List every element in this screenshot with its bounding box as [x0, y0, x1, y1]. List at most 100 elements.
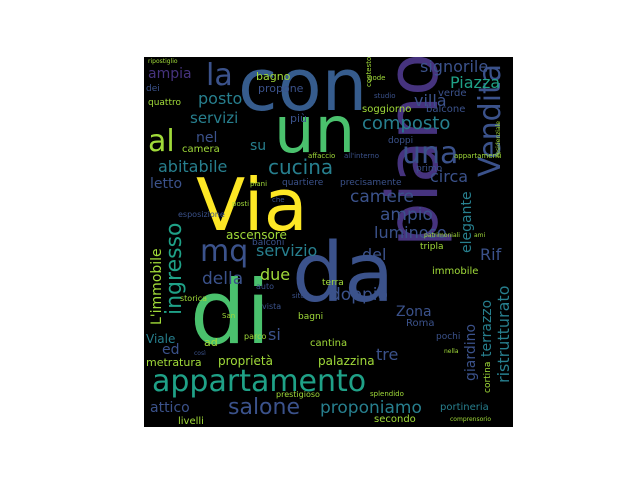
word-zona: Zona	[396, 304, 432, 320]
word-sito: sito	[292, 292, 305, 300]
word-piazza: Piazza	[450, 73, 501, 92]
word-nel: nel	[196, 130, 218, 146]
word-patrimoniali: patrimoniali	[424, 232, 460, 239]
word-quattro: quattro	[148, 98, 181, 108]
word-del: del	[362, 245, 387, 264]
word-ristrutturato: ristrutturato	[494, 285, 513, 383]
word-doppi: doppi	[388, 136, 414, 146]
word-al: al	[148, 124, 175, 159]
word-che: che	[272, 196, 285, 204]
word-secondo: secondo	[374, 414, 416, 425]
word-metratura: metratura	[146, 356, 202, 369]
word-elegante: elegante	[459, 191, 475, 253]
word-cantina: cantina	[310, 338, 348, 349]
word-ampio: ampio	[380, 205, 433, 225]
word-piu: più	[290, 112, 308, 125]
word-esposizione: esposizione	[178, 210, 225, 219]
word-comprensorio: comprensorio	[450, 416, 492, 423]
word-affaccio: affaccio	[308, 152, 336, 160]
word-vista: vista	[262, 302, 282, 311]
word-ad: ad	[204, 336, 218, 349]
word-doppio: doppio	[330, 285, 388, 305]
word-attico: attico	[150, 400, 190, 416]
word-villa: villa	[414, 91, 447, 110]
word-nella: nella	[444, 348, 459, 355]
word-si: si	[268, 325, 281, 344]
word-salone: salone	[228, 395, 300, 420]
word-allinterno: all'interno	[344, 152, 380, 160]
word-pochi: pochi	[436, 332, 461, 342]
word-la: la	[206, 58, 233, 93]
word-due: due	[260, 265, 291, 284]
word-di: di	[190, 261, 271, 364]
word-studio: studio	[374, 92, 396, 100]
word-proponiamo: proponiamo	[320, 398, 422, 418]
word-quartiere: quartiere	[282, 178, 324, 188]
word-storica: storica	[180, 294, 208, 303]
word-posto: posto	[198, 89, 243, 108]
word-parco: parco	[244, 332, 267, 341]
word-servizio: servizio	[256, 241, 318, 260]
word-bagni: bagni	[298, 312, 324, 322]
word-terrazzo: terrazzo	[479, 299, 495, 357]
word-splendido: splendido	[370, 390, 404, 398]
word-servizi: servizi	[190, 109, 239, 127]
word-rif: Rif	[480, 245, 502, 264]
word-gode: gode	[368, 74, 386, 82]
word-cosi: così	[194, 350, 206, 357]
word-ami: ami	[474, 232, 486, 239]
word-abitabile: abitabile	[158, 157, 228, 176]
word-ampia: ampia	[148, 66, 192, 82]
word-propone: propone	[258, 82, 304, 95]
word-appartamenti: appartamenti	[454, 152, 502, 160]
word-ed: ed	[162, 342, 180, 358]
word-letto: letto	[150, 176, 183, 192]
word-con: con	[238, 57, 368, 127]
word-portineria: portineria	[440, 402, 489, 413]
word-tre: tre	[376, 345, 399, 364]
word-residenziale: residenziale	[495, 121, 502, 157]
word-terra: terra	[322, 278, 344, 288]
word-appartamento: appartamento	[152, 364, 367, 399]
word-tripla: tripla	[420, 242, 444, 252]
word-piani: piani	[250, 180, 268, 188]
word-su: su	[250, 138, 267, 154]
word-limmobile: L'immobile	[149, 248, 165, 325]
word-ascensore: ascensore	[226, 228, 287, 242]
word-da: da	[292, 226, 395, 321]
word-della: della	[202, 269, 244, 289]
word-signorile: signorile	[420, 57, 489, 76]
word-palazzina: palazzina	[318, 354, 375, 368]
word-precisamente: precisamente	[340, 178, 402, 188]
word-verde: verde	[438, 88, 467, 99]
word-roma: Roma	[406, 318, 435, 329]
word-dei: dei	[146, 84, 160, 94]
word-una: una	[402, 136, 459, 171]
word-mq: mq	[200, 234, 249, 269]
word-bagno: bagno	[256, 70, 291, 83]
word-contesto: contesto	[365, 57, 373, 87]
word-posti: posti	[232, 200, 250, 208]
word-giardino: giardino	[463, 323, 479, 381]
word-prestigioso: prestigioso	[276, 390, 320, 399]
word-circa: circa	[430, 167, 469, 186]
word-balconi: balconi	[252, 238, 285, 248]
word-livelli: livelli	[178, 416, 204, 427]
word-soggiorno: soggiorno	[362, 104, 412, 115]
word-proprieta: proprietà	[218, 354, 273, 368]
word-cloud: con un Via di da piano appartamento Vend…	[144, 57, 513, 427]
word-un: un	[274, 94, 356, 168]
word-primo: primo	[416, 164, 443, 174]
word-cortina: cortina	[483, 361, 493, 393]
word-camere: camere	[350, 187, 414, 207]
word-composto: composto	[362, 113, 451, 134]
word-auto: auto	[256, 282, 275, 291]
word-camera: camera	[182, 144, 220, 155]
word-immobile: immobile	[432, 266, 479, 277]
word-balcone: balcone	[426, 104, 466, 115]
word-cucina: cucina	[268, 155, 334, 179]
word-luminoso: luminoso	[374, 223, 447, 242]
word-viale: Viale	[146, 332, 176, 346]
word-san: San	[222, 312, 236, 320]
word-via: Via	[196, 163, 308, 247]
